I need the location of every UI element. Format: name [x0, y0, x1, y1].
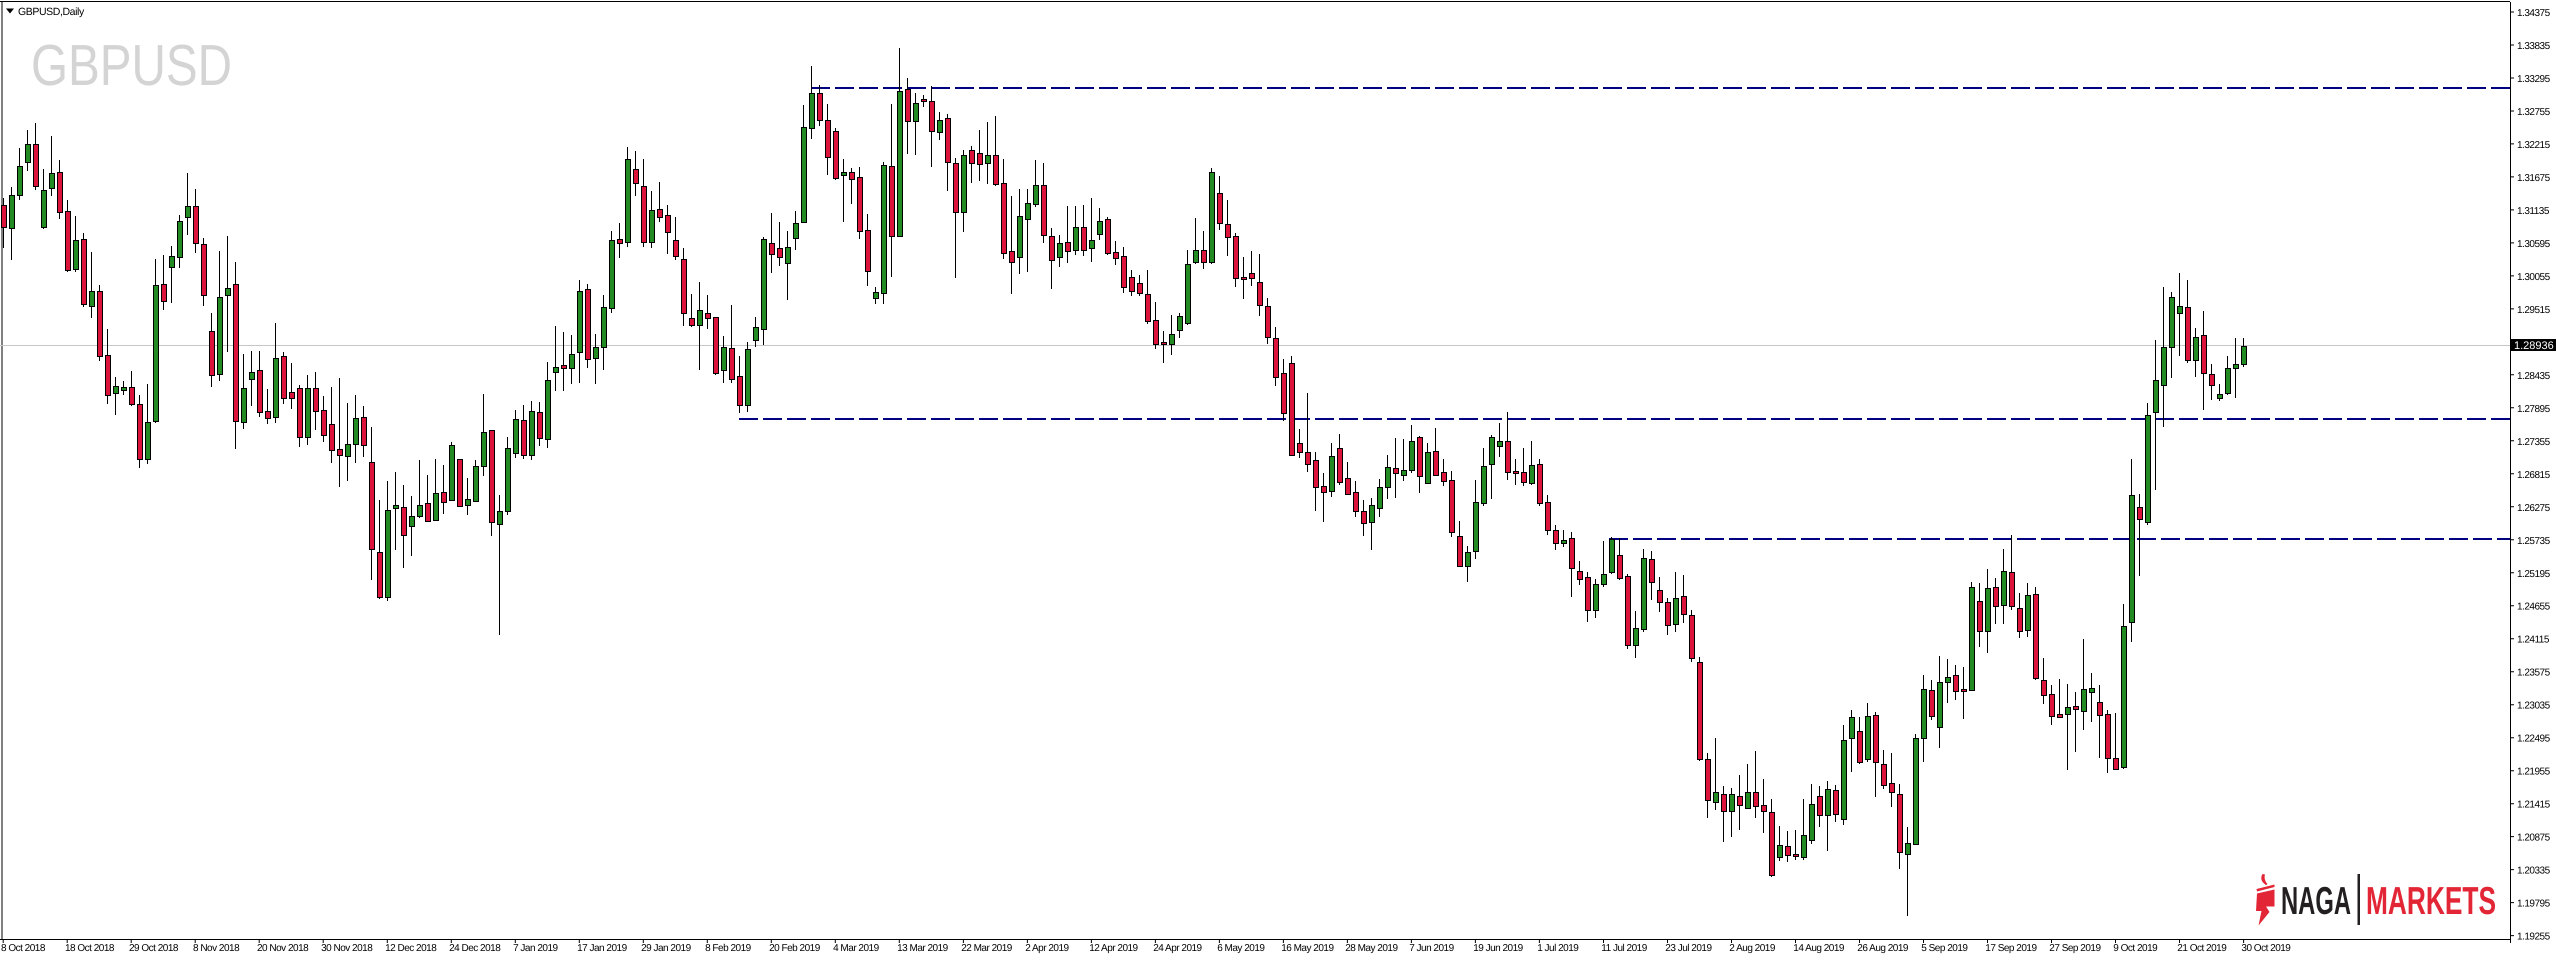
svg-text:8 Feb 2019: 8 Feb 2019	[705, 943, 752, 954]
svg-text:1.29515: 1.29515	[2517, 305, 2551, 316]
svg-text:30 Nov 2018: 30 Nov 2018	[321, 943, 373, 954]
svg-text:24 Apr 2019: 24 Apr 2019	[1153, 943, 1202, 954]
svg-text:GBPUSD: GBPUSD	[31, 33, 232, 98]
svg-text:22 Mar 2019: 22 Mar 2019	[961, 943, 1013, 954]
svg-text:1.28936: 1.28936	[2514, 340, 2554, 352]
svg-text:1.25735: 1.25735	[2517, 536, 2551, 547]
svg-text:1.33295: 1.33295	[2517, 74, 2551, 85]
svg-text:1.22495: 1.22495	[2517, 734, 2551, 745]
svg-text:1.27895: 1.27895	[2517, 404, 2551, 415]
svg-text:20 Nov 2018: 20 Nov 2018	[257, 943, 309, 954]
svg-text:2 Apr 2019: 2 Apr 2019	[1025, 943, 1069, 954]
svg-text:16 May 2019: 16 May 2019	[1281, 943, 1334, 954]
svg-text:13 Mar 2019: 13 Mar 2019	[897, 943, 949, 954]
svg-text:19 Jun 2019: 19 Jun 2019	[1473, 943, 1523, 954]
svg-text:12 Dec 2018: 12 Dec 2018	[385, 943, 437, 954]
svg-text:1.31675: 1.31675	[2517, 173, 2551, 184]
svg-text:1 Jul 2019: 1 Jul 2019	[1537, 943, 1579, 954]
svg-text:1.21415: 1.21415	[2517, 800, 2551, 811]
svg-text:1.24655: 1.24655	[2517, 602, 2551, 613]
svg-text:1.32755: 1.32755	[2517, 107, 2551, 118]
svg-text:1.23575: 1.23575	[2517, 668, 2551, 679]
svg-text:1.30595: 1.30595	[2517, 239, 2551, 250]
svg-text:20 Feb 2019: 20 Feb 2019	[769, 943, 821, 954]
svg-text:NAGA: NAGA	[2281, 880, 2351, 923]
svg-text:1.31135: 1.31135	[2517, 206, 2550, 217]
svg-text:1.20335: 1.20335	[2517, 866, 2551, 877]
svg-text:29 Oct 2018: 29 Oct 2018	[129, 943, 179, 954]
svg-text:7 Jun 2019: 7 Jun 2019	[1409, 943, 1454, 954]
svg-text:9 Oct 2019: 9 Oct 2019	[2113, 943, 2158, 954]
svg-text:8 Nov 2018: 8 Nov 2018	[193, 943, 240, 954]
svg-text:1.32215: 1.32215	[2517, 140, 2551, 151]
svg-text:17 Jan 2019: 17 Jan 2019	[577, 943, 627, 954]
svg-text:11 Jul 2019: 11 Jul 2019	[1601, 943, 1647, 954]
svg-text:1.23035: 1.23035	[2517, 701, 2551, 712]
svg-text:8 Oct 2018: 8 Oct 2018	[1, 943, 46, 954]
svg-text:1.27355: 1.27355	[2517, 437, 2551, 448]
svg-text:MARKETS: MARKETS	[2366, 880, 2496, 923]
svg-text:GBPUSD,Daily: GBPUSD,Daily	[18, 6, 85, 18]
svg-text:24 Dec 2018: 24 Dec 2018	[449, 943, 501, 954]
svg-text:2 Aug 2019: 2 Aug 2019	[1729, 943, 1776, 954]
svg-text:1.21955: 1.21955	[2517, 767, 2551, 778]
svg-text:1.26815: 1.26815	[2517, 470, 2551, 481]
svg-text:4 Mar 2019: 4 Mar 2019	[833, 943, 880, 954]
svg-text:14 Aug 2019: 14 Aug 2019	[1793, 943, 1845, 954]
svg-text:6 May 2019: 6 May 2019	[1217, 943, 1265, 954]
svg-text:12 Apr 2019: 12 Apr 2019	[1089, 943, 1138, 954]
svg-text:18 Oct 2018: 18 Oct 2018	[65, 943, 115, 954]
svg-text:28 May 2019: 28 May 2019	[1345, 943, 1398, 954]
svg-text:1.33835: 1.33835	[2517, 41, 2551, 52]
svg-text:30 Oct 2019: 30 Oct 2019	[2241, 943, 2291, 954]
svg-text:21 Oct 2019: 21 Oct 2019	[2177, 943, 2227, 954]
svg-text:1.24115: 1.24115	[2517, 635, 2550, 646]
svg-text:5 Sep 2019: 5 Sep 2019	[1921, 943, 1968, 954]
svg-text:26 Aug 2019: 26 Aug 2019	[1857, 943, 1909, 954]
svg-text:23 Jul 2019: 23 Jul 2019	[1665, 943, 1712, 954]
svg-text:7 Jan 2019: 7 Jan 2019	[513, 943, 558, 954]
svg-text:1.26275: 1.26275	[2517, 503, 2551, 514]
svg-text:1.19255: 1.19255	[2517, 932, 2551, 943]
svg-text:1.30055: 1.30055	[2517, 272, 2551, 283]
svg-text:17 Sep 2019: 17 Sep 2019	[1985, 943, 2037, 954]
svg-text:1.28435: 1.28435	[2517, 371, 2551, 382]
svg-text:1.19795: 1.19795	[2517, 899, 2551, 910]
svg-text:1.25195: 1.25195	[2517, 569, 2551, 580]
svg-text:1.20875: 1.20875	[2517, 833, 2551, 844]
svg-text:1.34375: 1.34375	[2517, 8, 2551, 19]
svg-text:27 Sep 2019: 27 Sep 2019	[2049, 943, 2101, 954]
svg-text:29 Jan 2019: 29 Jan 2019	[641, 943, 691, 954]
